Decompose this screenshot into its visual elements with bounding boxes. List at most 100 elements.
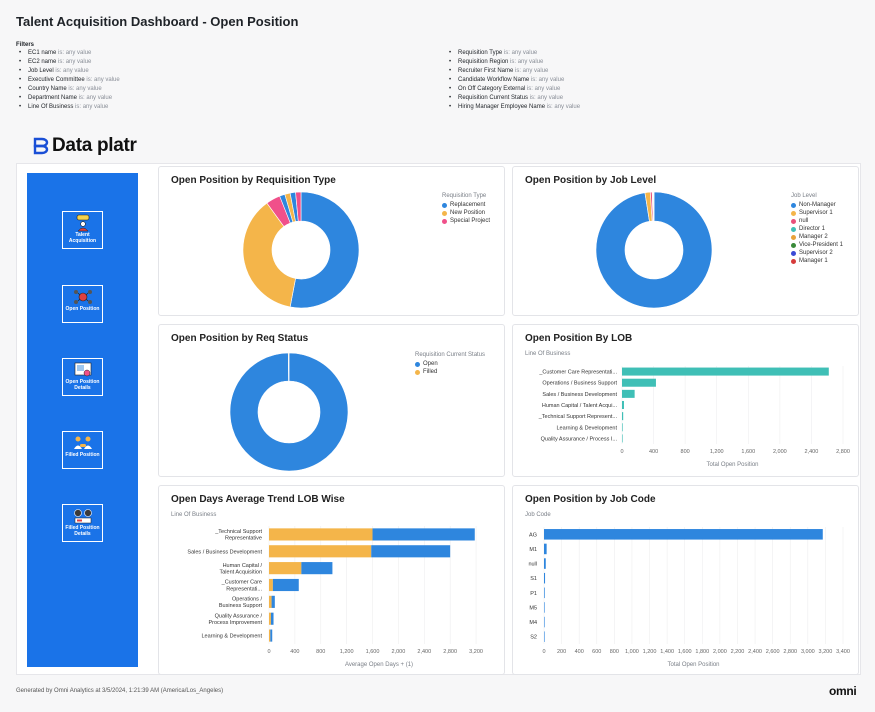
- bar[interactable]: [622, 367, 829, 376]
- bar[interactable]: [544, 529, 823, 540]
- legend-item[interactable]: Vice-President 1: [791, 241, 843, 249]
- pie-slice[interactable]: [229, 352, 349, 472]
- legend-item[interactable]: Supervisor 1: [791, 209, 843, 217]
- bar[interactable]: [622, 400, 624, 410]
- bar[interactable]: [269, 578, 273, 592]
- y-tick-label: _Technical Support Representative: [214, 529, 262, 542]
- nav-item-open-position[interactable]: Open Position: [62, 285, 103, 323]
- x-tick-label: 0: [267, 649, 270, 655]
- y-tick-label: M4: [529, 620, 537, 626]
- legend-item[interactable]: Non-Manager: [791, 201, 843, 209]
- x-tick-label: 400: [575, 649, 584, 655]
- bar[interactable]: [372, 528, 475, 541]
- legend-label: Director 1: [799, 226, 826, 232]
- filter-name: Job Level: [28, 68, 54, 74]
- bar[interactable]: [544, 602, 545, 613]
- bar[interactable]: [271, 595, 275, 608]
- legend-item[interactable]: Filled: [415, 368, 485, 376]
- bar[interactable]: [544, 587, 545, 599]
- bar[interactable]: [269, 629, 271, 642]
- x-tick-label: 3,200: [469, 649, 483, 655]
- open-position-details-icon: [74, 362, 91, 377]
- bar[interactable]: [622, 412, 624, 421]
- card-req-status: Open Position by Req Status Requisition …: [158, 324, 505, 477]
- nav-item-filled-position-details[interactable]: Filled Position Details: [62, 504, 103, 542]
- bar[interactable]: [622, 423, 623, 432]
- bar[interactable]: [371, 545, 451, 558]
- legend-item[interactable]: Supervisor 2: [791, 249, 843, 257]
- nav-item-talent-acquisition[interactable]: Talent Acquisition: [62, 211, 103, 249]
- legend-item[interactable]: Director 1: [791, 225, 843, 233]
- filter-name: Recruiter First Name: [458, 68, 514, 74]
- bar[interactable]: [544, 631, 545, 642]
- bar[interactable]: [269, 528, 373, 541]
- pie-slice[interactable]: [289, 191, 360, 309]
- bar[interactable]: [622, 389, 635, 398]
- pie-slice[interactable]: [295, 191, 302, 222]
- filter-name: EC1 name: [28, 50, 57, 56]
- nav-item-filled-position[interactable]: Filled Position: [62, 431, 103, 469]
- legend-job-level: Job Level Non-Manager Supervisor 1 null Dir…: [791, 192, 843, 265]
- legend-label: Replacement: [450, 202, 486, 208]
- pie-slice[interactable]: [242, 202, 296, 308]
- x-tick-label: 1,200: [643, 649, 657, 655]
- bar-chart-job-code: 0 200 400 600 800 1,000 1,200 1,400 1,600 1,800 2,…: [528, 527, 850, 668]
- bar[interactable]: [269, 612, 271, 625]
- chart-title: Open Position by Job Level: [525, 175, 657, 186]
- bar[interactable]: [622, 378, 656, 387]
- x-axis-label: Total Open Position: [706, 462, 758, 468]
- filter-operator: is: any value: [56, 59, 92, 65]
- bar[interactable]: [270, 629, 273, 642]
- filter-name: EC2 name: [28, 59, 57, 65]
- filter-item: Executive Committee is: any value: [16, 76, 120, 85]
- bar[interactable]: [622, 434, 623, 443]
- legend-item[interactable]: New Position: [442, 209, 490, 217]
- filter-operator: is: any value: [528, 95, 564, 101]
- legend-item[interactable]: Open: [415, 360, 485, 368]
- bar[interactable]: [544, 558, 546, 569]
- bar[interactable]: [544, 616, 545, 628]
- x-tick-label: 2,800: [783, 649, 797, 655]
- data-platr-logo: Data platr: [33, 135, 137, 157]
- filter-operator: is: any value: [53, 68, 89, 74]
- legend-item[interactable]: Replacement: [442, 201, 490, 209]
- legend-label: Manager 1: [799, 258, 828, 264]
- pie-slice[interactable]: [595, 191, 713, 309]
- x-tick-label: 1,000: [625, 649, 639, 655]
- bar[interactable]: [269, 595, 272, 608]
- x-tick-label: 2,000: [392, 649, 406, 655]
- bar[interactable]: [544, 543, 547, 555]
- legend-label: Supervisor 2: [799, 250, 833, 256]
- bar[interactable]: [269, 562, 302, 575]
- legend-requisition-type: Requisition Type Replacement New Position…: [442, 192, 490, 225]
- filter-item: Requisition Current Status is: any value: [446, 94, 580, 103]
- filter-item: Candidate Workflow Name is: any value: [446, 76, 580, 85]
- x-tick-label: 800: [610, 649, 619, 655]
- filter-item: Requisition Type is: any value: [446, 49, 580, 58]
- bar[interactable]: [272, 578, 299, 592]
- y-tick-label: AG: [529, 532, 537, 538]
- bar[interactable]: [269, 545, 372, 558]
- filter-item: On Off Category External is: any value: [446, 85, 580, 94]
- legend-title: Requisition Type: [442, 193, 487, 199]
- card-job-code: Open Position by Job Code Job Code 0 200 4…: [512, 485, 859, 675]
- nav-item-open-position-details[interactable]: Open Position Details: [62, 358, 103, 396]
- chart-title: Open Days Average Trend LOB Wise: [171, 494, 345, 505]
- bar[interactable]: [270, 612, 274, 625]
- x-tick-label: 1,200: [710, 449, 724, 455]
- y-tick-label: Quality Assurance / Process I...: [541, 436, 618, 442]
- y-tick-label: _Customer Care Representati...: [538, 370, 617, 376]
- pie-slice[interactable]: [287, 352, 290, 382]
- filters-heading: Filters: [16, 42, 35, 48]
- bar[interactable]: [544, 572, 546, 584]
- filter-operator: is: any value: [73, 104, 109, 110]
- legend-item[interactable]: Manager 2: [791, 233, 843, 241]
- legend-label: Special Project: [450, 218, 491, 224]
- legend-item[interactable]: Manager 1: [791, 257, 843, 265]
- legend-item[interactable]: Special Project: [442, 217, 490, 225]
- legend-item[interactable]: null: [791, 217, 843, 225]
- pie-requisition-type: [242, 191, 360, 309]
- bar[interactable]: [301, 562, 333, 575]
- bar-chart-open-days: 0 400 800 1,200 1,600 2,000 2,400 2,800 3,200 Ave…: [187, 526, 483, 668]
- card-lob: Open Position By LOB Line Of Business 0 4…: [512, 324, 859, 477]
